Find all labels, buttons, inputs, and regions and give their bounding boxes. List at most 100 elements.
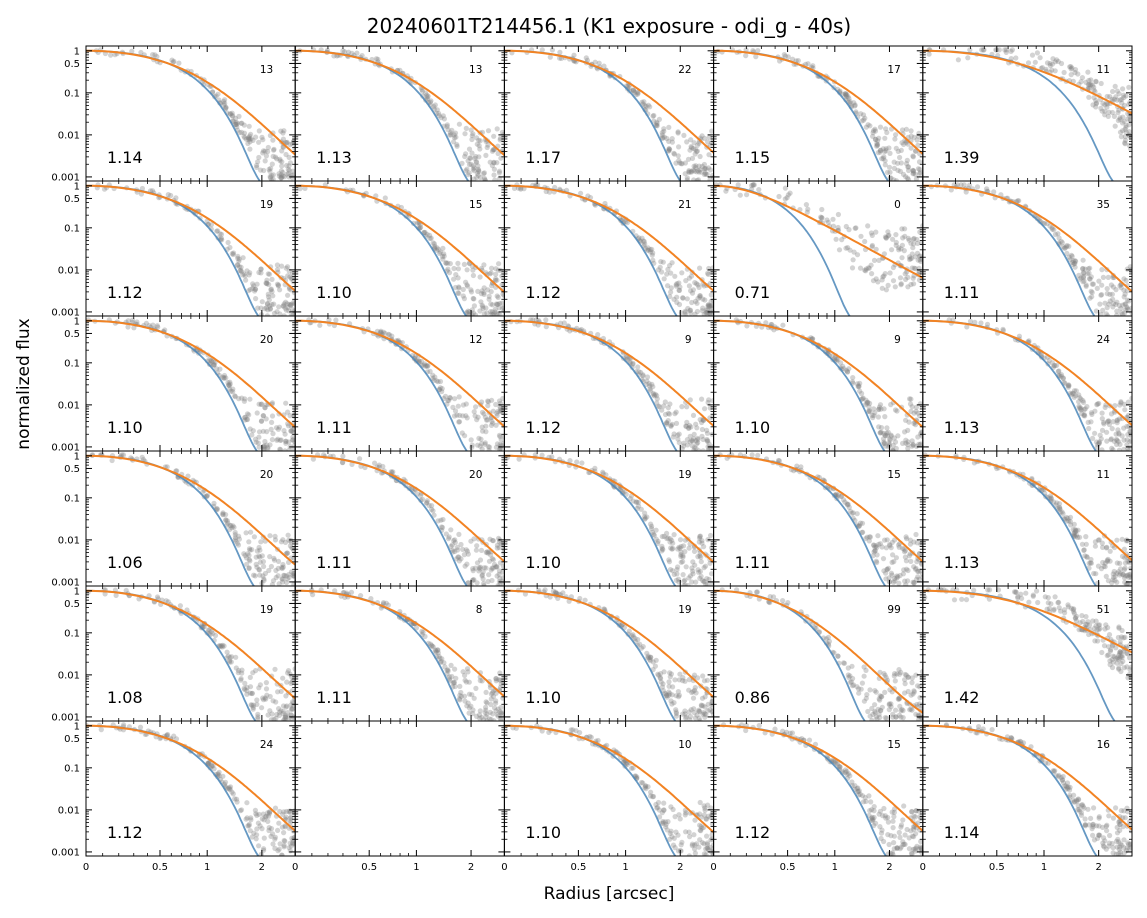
data-point bbox=[270, 137, 276, 143]
data-point bbox=[200, 489, 206, 495]
data-point bbox=[485, 578, 491, 585]
data-point bbox=[227, 386, 233, 392]
data-point bbox=[489, 265, 495, 271]
data-point bbox=[280, 576, 286, 582]
data-point bbox=[479, 424, 485, 430]
data-point bbox=[475, 166, 481, 172]
data-point bbox=[858, 111, 864, 117]
data-point bbox=[495, 408, 501, 414]
data-point bbox=[698, 823, 704, 830]
data-point bbox=[1034, 588, 1040, 594]
data-point bbox=[971, 587, 977, 593]
data-point bbox=[870, 133, 876, 139]
data-point bbox=[661, 800, 667, 806]
data-point bbox=[648, 388, 654, 394]
data-point bbox=[1114, 312, 1120, 316]
data-point bbox=[207, 357, 213, 363]
x-tick-label: 0.5 bbox=[152, 862, 168, 873]
data-point bbox=[1126, 122, 1132, 128]
data-point bbox=[706, 397, 712, 403]
data-point bbox=[684, 437, 691, 443]
data-point bbox=[488, 552, 494, 558]
data-point bbox=[902, 429, 908, 435]
data-point bbox=[850, 257, 856, 263]
data-point bbox=[483, 565, 489, 571]
data-point bbox=[217, 231, 223, 237]
data-point bbox=[435, 518, 441, 524]
data-point bbox=[419, 496, 426, 502]
fwhm-label: 1.10 bbox=[525, 823, 561, 842]
data-point bbox=[493, 276, 499, 282]
data-point bbox=[676, 301, 683, 308]
data-point bbox=[694, 425, 700, 431]
data-point bbox=[284, 171, 290, 177]
data-point bbox=[1122, 137, 1129, 143]
data-point bbox=[1096, 440, 1102, 446]
data-point bbox=[243, 530, 249, 536]
data-point bbox=[884, 566, 890, 572]
data-point bbox=[285, 304, 291, 310]
data-point bbox=[894, 408, 900, 414]
data-point bbox=[255, 159, 261, 165]
data-point bbox=[455, 266, 461, 272]
data-point bbox=[882, 234, 889, 240]
data-point bbox=[910, 442, 916, 448]
data-point bbox=[451, 135, 458, 141]
data-point bbox=[670, 568, 676, 574]
star-count-label: 0 bbox=[894, 199, 901, 211]
data-point bbox=[702, 406, 708, 412]
data-point bbox=[659, 130, 665, 136]
data-point bbox=[864, 399, 870, 405]
data-point bbox=[890, 278, 897, 284]
data-point bbox=[661, 126, 667, 132]
data-point bbox=[1117, 441, 1123, 447]
data-point bbox=[500, 291, 505, 297]
data-point bbox=[640, 373, 646, 379]
data-point bbox=[284, 550, 290, 556]
star-count-label: 11 bbox=[1097, 469, 1110, 481]
data-point bbox=[1117, 283, 1123, 289]
data-point bbox=[826, 638, 833, 645]
data-point bbox=[221, 102, 227, 108]
data-point bbox=[421, 362, 427, 368]
data-point bbox=[1058, 373, 1064, 379]
data-point bbox=[701, 544, 707, 550]
data-point bbox=[1013, 55, 1019, 61]
data-point bbox=[671, 296, 677, 302]
data-point bbox=[1112, 83, 1118, 89]
data-point bbox=[272, 154, 279, 160]
data-point bbox=[452, 539, 458, 546]
data-point bbox=[274, 156, 280, 162]
data-point bbox=[286, 154, 292, 160]
data-point bbox=[258, 305, 264, 311]
data-point bbox=[1094, 285, 1100, 291]
data-point bbox=[1052, 231, 1059, 238]
data-point bbox=[431, 377, 437, 383]
data-point bbox=[478, 174, 484, 181]
data-point bbox=[618, 217, 624, 223]
data-point bbox=[887, 270, 893, 276]
data-point bbox=[170, 59, 176, 65]
data-point bbox=[221, 375, 227, 381]
data-point bbox=[671, 700, 677, 706]
data-point bbox=[698, 559, 704, 565]
data-point bbox=[497, 404, 503, 410]
data-point bbox=[1082, 553, 1088, 559]
data-point bbox=[247, 146, 253, 152]
data-point bbox=[829, 353, 835, 359]
data-point bbox=[247, 828, 253, 834]
data-point bbox=[255, 440, 261, 446]
data-point bbox=[965, 55, 971, 61]
data-point bbox=[1081, 412, 1087, 418]
data-point bbox=[954, 182, 961, 188]
data-point bbox=[238, 267, 244, 273]
data-point bbox=[998, 192, 1004, 198]
data-point bbox=[425, 363, 431, 369]
data-point bbox=[238, 120, 244, 126]
data-point bbox=[890, 442, 896, 448]
data-point bbox=[669, 139, 676, 145]
data-point bbox=[893, 232, 899, 238]
data-point bbox=[711, 311, 714, 316]
data-point bbox=[214, 505, 220, 512]
